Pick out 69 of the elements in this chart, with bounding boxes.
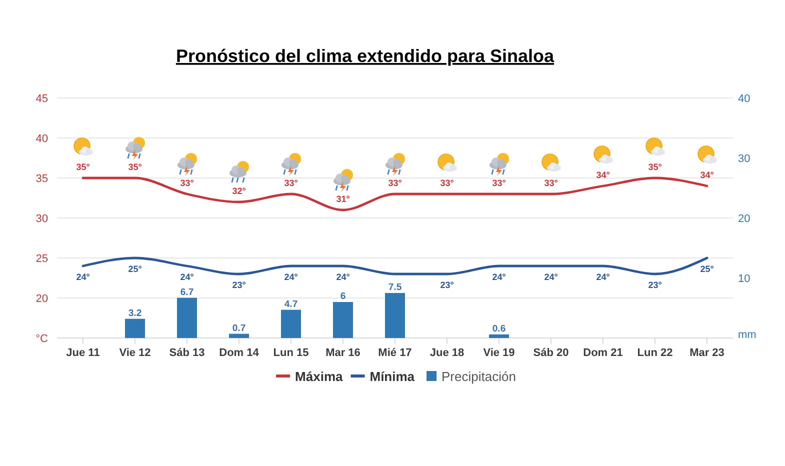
x-tick-label: Jue 18 [430,347,464,359]
data-label: 25° [128,264,142,274]
data-label: 23° [648,280,662,290]
data-label: 23° [440,280,454,290]
y2-tick-label: 40 [738,93,750,105]
legend-label: Mínima [370,369,416,384]
data-label: 3.2 [128,308,142,319]
bar [385,293,405,338]
x-tick-label: Sáb 13 [169,347,205,359]
data-label: 33° [180,178,194,188]
data-label: 33° [440,178,454,188]
data-label: 35° [76,162,90,172]
bar [333,302,353,338]
bar [177,298,197,338]
data-label: 24° [336,272,350,282]
data-label: 0.7 [232,322,246,334]
bar [489,334,509,338]
y-tick-label: 45 [36,93,48,105]
chart-title: Pronóstico del clima extendido para Sinaloa [176,46,556,66]
data-label: 35° [128,162,142,172]
y2-tick-label: 10 [738,273,750,285]
data-label: 4.7 [284,298,298,310]
x-tick-label: Dom 14 [219,347,260,359]
x-tick-label: Mar 23 [690,347,724,359]
x-tick-label: Dom 21 [583,347,623,359]
line-series [82,176,708,212]
legend-label: Precipitación [442,369,516,384]
y-tick-label: 35 [36,173,48,185]
x-tick-label: Vie 19 [483,347,515,359]
bar [229,334,249,338]
data-label: 33° [492,178,506,188]
data-label: 0.6 [492,323,506,334]
data-label: 35° [648,162,662,172]
y2-tick-label: mm [738,329,756,341]
data-label: 24° [544,272,558,282]
data-label: 6.7 [180,286,194,298]
data-label: 24° [284,272,298,282]
x-tick-label: Mar 16 [326,347,360,359]
data-label: 24° [180,272,194,282]
x-tick-label: Mié 17 [378,347,412,359]
y2-tick-label: 30 [738,153,750,165]
y-tick-label: 20 [36,293,48,305]
bar [281,310,301,338]
y-tick-label: 25 [36,253,48,265]
x-tick-label: Lun 15 [273,347,309,359]
x-tick-label: Vie 12 [119,347,151,359]
legend-label: Máxima [295,369,344,384]
data-label: 24° [492,272,506,282]
y-tick-label: °C [36,333,48,345]
y2-tick-label: 20 [738,213,750,225]
data-label: 24° [76,272,90,282]
data-label: 7.5 [388,282,402,293]
data-label: 31° [336,194,350,204]
y-tick-label: 30 [36,213,48,225]
y-tick-label: 40 [36,133,48,145]
x-tick-label: Jue 11 [66,347,100,359]
data-label: 6 [340,291,346,302]
x-tick-label: Sáb 20 [533,347,569,359]
data-label: 25° [700,264,714,274]
data-label: 32° [232,186,246,196]
data-label: 33° [284,178,298,188]
data-label: 23° [232,280,246,290]
data-label: 34° [596,170,610,180]
x-tick-label: Lun 22 [637,347,673,359]
data-label: 33° [544,178,558,188]
data-label: 33° [388,178,402,188]
data-label: 24° [596,272,610,282]
data-label: 34° [700,170,714,180]
bar [125,318,145,338]
